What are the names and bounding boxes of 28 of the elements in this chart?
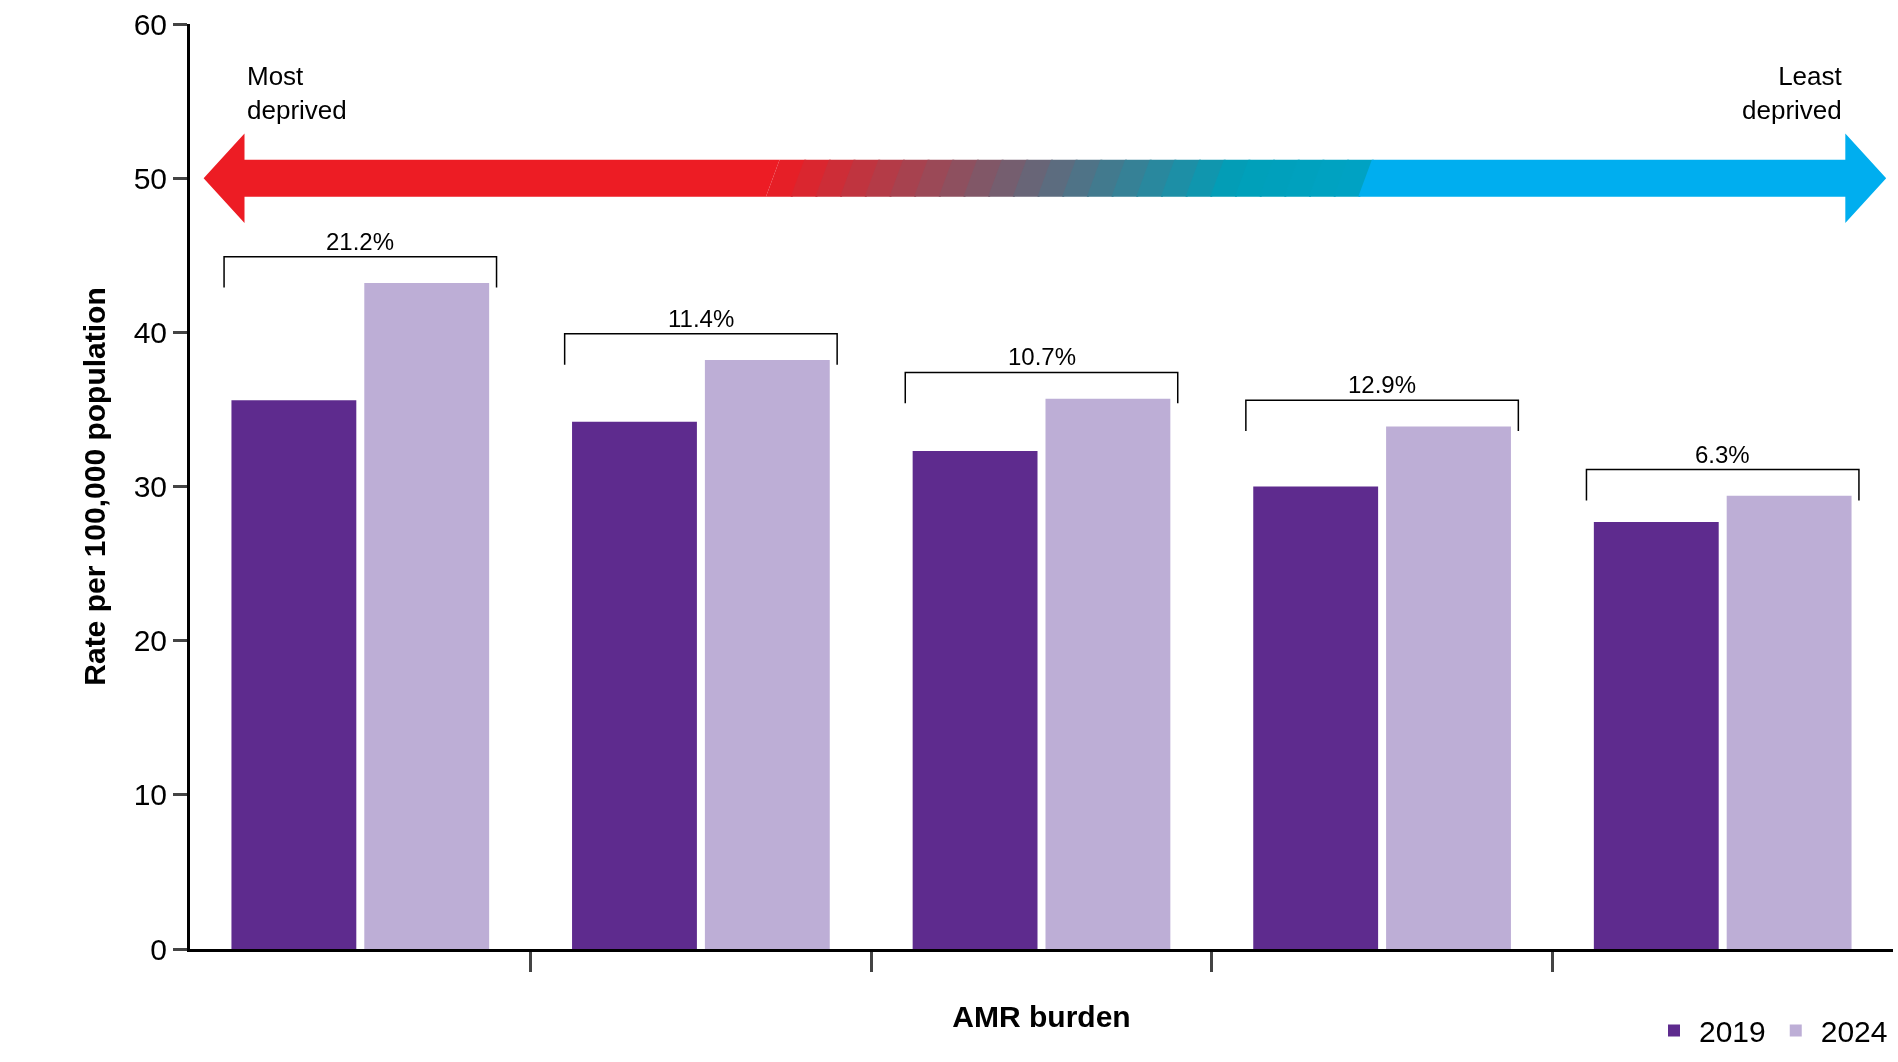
bar <box>364 283 490 949</box>
bar <box>1386 426 1511 949</box>
annotation: 6.3% <box>1695 441 1750 468</box>
y-tick-label: 50 <box>133 161 167 195</box>
bar <box>1253 486 1379 949</box>
y-tick-label: 0 <box>150 932 167 966</box>
annotation: 11.4% <box>668 305 735 332</box>
bar <box>231 400 357 949</box>
y-tick-label: 10 <box>133 778 167 812</box>
annotation: 21.2% <box>326 228 395 255</box>
y-tick-label: 40 <box>133 315 167 349</box>
y-tick-label: 60 <box>133 7 167 41</box>
annotation: 12.9% <box>1348 371 1417 398</box>
bar <box>1593 521 1719 949</box>
legend-label: 2019 <box>1699 1015 1766 1049</box>
y-tick-label: 20 <box>133 624 167 658</box>
bar <box>1726 495 1852 949</box>
bar <box>572 421 697 949</box>
annotation: Least deprived <box>1742 61 1843 125</box>
y-tick-label: 30 <box>133 470 167 503</box>
legend-label: 2024 <box>1820 1015 1888 1049</box>
annotation: 10.7% <box>1008 343 1077 370</box>
bar <box>1045 398 1171 949</box>
bar <box>912 451 1038 949</box>
x-axis-title: AMR burden <box>952 999 1131 1033</box>
annotation: Most deprived <box>247 61 347 125</box>
y-axis-title: Rate per 100,000 population <box>77 287 111 686</box>
bar <box>704 360 830 949</box>
